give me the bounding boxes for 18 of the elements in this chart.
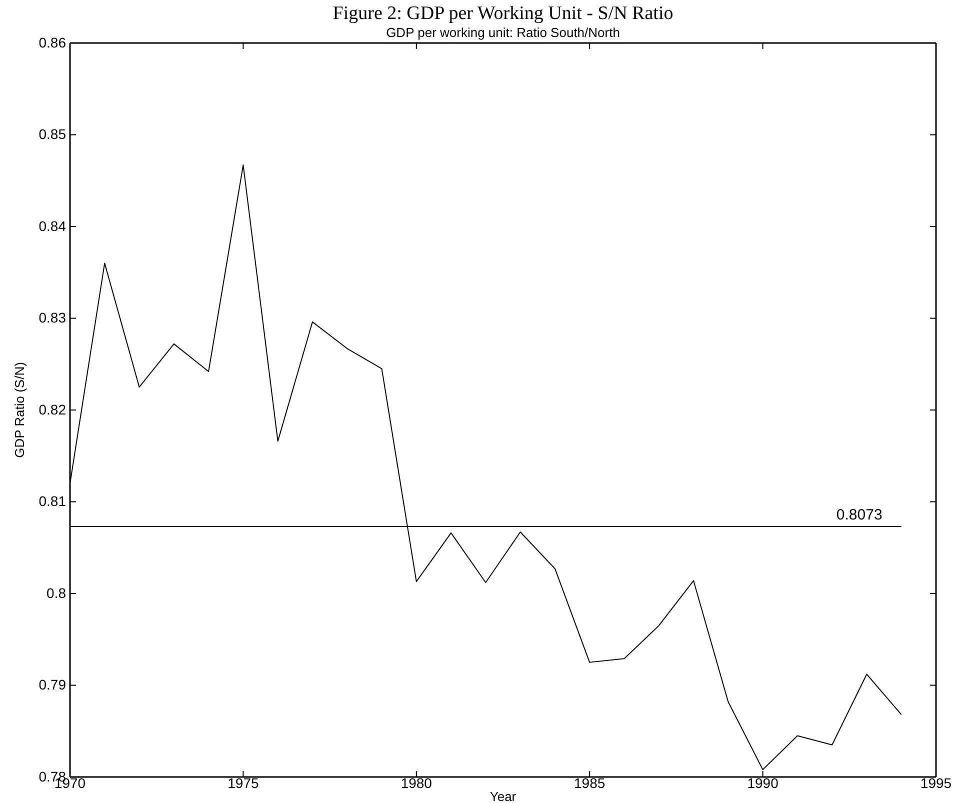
- y-axis-title: GDP Ratio (S/N): [12, 362, 27, 458]
- chart-title: Figure 2: GDP per Working Unit - S/N Ratio: [332, 3, 674, 24]
- y-tick-label: 0.86: [38, 34, 66, 50]
- x-axis-title: Year: [490, 789, 517, 803]
- x-tick-label: 1975: [228, 775, 259, 791]
- ref-line-label: 0.8073: [836, 506, 882, 524]
- y-tick-label: 0.82: [38, 401, 66, 418]
- y-tick-label: 0.79: [38, 676, 66, 693]
- x-tick-label: 1985: [574, 775, 606, 791]
- y-tick-label: 0.8: [46, 584, 66, 601]
- y-tick-label: 0.85: [38, 126, 66, 142]
- x-tick-label: 1995: [920, 775, 952, 791]
- y-tick-label: 0.81: [38, 493, 66, 510]
- y-tick-label: 0.84: [38, 218, 66, 234]
- y-tick-label: 0.83: [38, 310, 66, 326]
- chart-subtitle: GDP per working unit: Ratio South/North: [386, 25, 620, 40]
- x-tick-label: 1990: [747, 775, 779, 791]
- x-tick-label: 1980: [400, 775, 432, 791]
